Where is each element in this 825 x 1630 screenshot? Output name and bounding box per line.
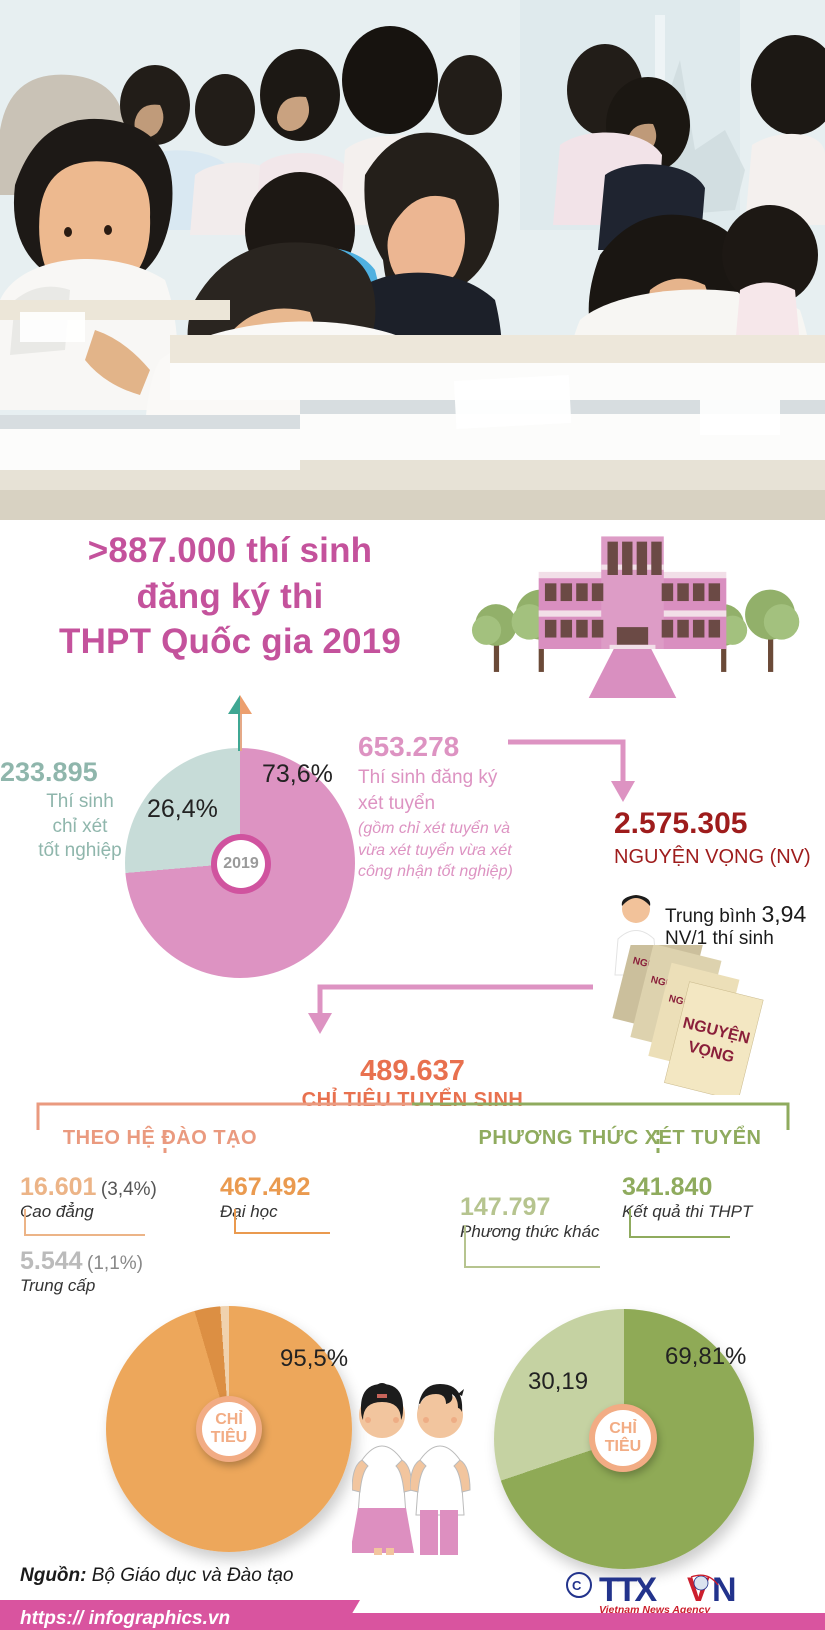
svg-text:N: N (712, 1571, 735, 1609)
svg-text:C: C (572, 1578, 582, 1593)
svg-text:https:// infographics.vn: https:// infographics.vn (20, 1608, 230, 1629)
